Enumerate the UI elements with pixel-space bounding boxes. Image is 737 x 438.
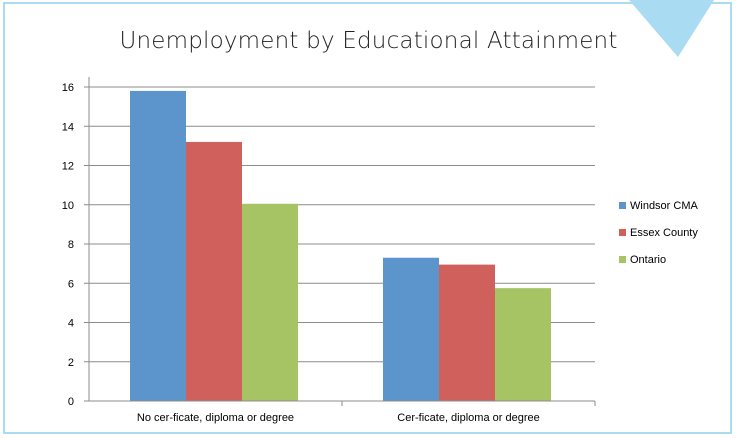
- legend: Windsor CMA Essex County Ontario: [619, 200, 699, 266]
- bars: [130, 90, 551, 402]
- y-tick-labels: 0 2 4 6 8 10 12 14 16: [62, 82, 74, 408]
- legend-label: Essex County: [630, 227, 698, 239]
- y-tick-label: 14: [62, 121, 74, 133]
- x-tick-label: No cer-ficate, diploma or degree: [137, 412, 294, 424]
- bar-windsor-cma: [130, 90, 186, 402]
- bar-essex-county: [439, 264, 495, 401]
- legend-swatch: [619, 229, 626, 236]
- x-tick-label: Cer-ficate, diploma or degree: [397, 412, 539, 424]
- legend-swatch: [619, 202, 626, 209]
- y-tick-label: 12: [62, 161, 74, 173]
- y-tick-label: 4: [68, 318, 74, 330]
- y-tick-label: 0: [68, 396, 74, 408]
- chart-title: Unemployment by Educational Attainment: [119, 28, 618, 54]
- legend-swatch: [619, 256, 626, 263]
- bar-ontario: [242, 203, 298, 401]
- axes: [88, 77, 596, 406]
- legend-label: Ontario: [630, 254, 666, 266]
- x-tick-labels: No cer-ficate, diploma or degree Cer-fica…: [137, 412, 540, 424]
- legend-label: Windsor CMA: [630, 200, 699, 212]
- y-tick-label: 16: [62, 82, 74, 94]
- y-tick-label: 2: [68, 357, 74, 369]
- y-tick-label: 6: [68, 278, 74, 290]
- bar-ontario: [495, 288, 551, 401]
- bar-windsor-cma: [383, 257, 439, 401]
- bar-essex-county: [186, 141, 242, 401]
- y-tick-label: 8: [68, 239, 74, 251]
- y-tick-label: 10: [62, 200, 74, 212]
